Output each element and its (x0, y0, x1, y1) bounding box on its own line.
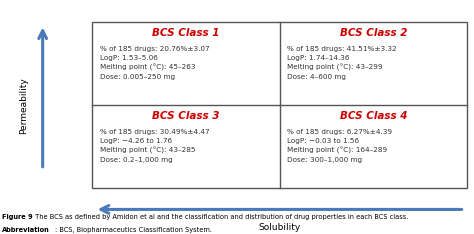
Text: BCS Class 3: BCS Class 3 (152, 111, 220, 121)
Text: % of 185 drugs: 20.76%±3.07
LogP: 1.53–5.06
Melting point (°C): 45–263
Dose: 0.0: % of 185 drugs: 20.76%±3.07 LogP: 1.53–5… (100, 46, 209, 80)
Text: Figure 9: Figure 9 (2, 214, 33, 220)
Text: % of 185 drugs: 30.49%±4.47
LogP: −4.26 to 1.76
Melting point (°C): 43–285
Dose:: % of 185 drugs: 30.49%±4.47 LogP: −4.26 … (100, 129, 209, 163)
Text: % of 185 drugs: 41.51%±3.32
LogP: 1.74–14.36
Melting point (°C): 43–299
Dose: 4–: % of 185 drugs: 41.51%±3.32 LogP: 1.74–1… (287, 46, 396, 80)
Text: Permeability: Permeability (19, 77, 28, 134)
Text: BCS Class 2: BCS Class 2 (339, 28, 407, 38)
Bar (92, 22, 467, 188)
Text: : BCS, Biopharmaceutics Classification System.: : BCS, Biopharmaceutics Classification S… (55, 227, 211, 233)
Text: BCS Class 4: BCS Class 4 (339, 111, 407, 121)
Text: % of 185 drugs: 6.27%±4.39
LogP: −0.03 to 1.56
Melting point (°C): 164–289
Dose:: % of 185 drugs: 6.27%±4.39 LogP: −0.03 t… (287, 129, 392, 163)
Text: BCS Class 1: BCS Class 1 (152, 28, 220, 38)
Text: Solubility: Solubility (258, 223, 301, 232)
Text: The BCS as defined by Amidon et al and the classification and distribution of dr: The BCS as defined by Amidon et al and t… (33, 214, 409, 220)
Text: Abbreviation: Abbreviation (2, 227, 50, 233)
